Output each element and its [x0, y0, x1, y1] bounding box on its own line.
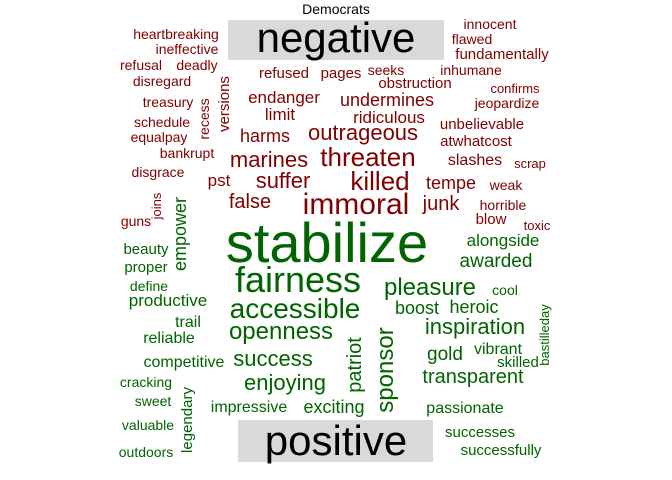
negative-word-pst: pst	[208, 171, 231, 190]
positive-word-productive: productive	[129, 291, 207, 310]
chart-title: Democrats	[302, 1, 370, 17]
negative-word-ineffective: ineffective	[156, 41, 219, 57]
negative-word-false: false	[229, 191, 271, 213]
positive-word-pleasure: pleasure	[384, 274, 476, 301]
negative-word-immoral: immoral	[303, 188, 410, 221]
positive-word-reliable: reliable	[143, 330, 195, 347]
negative-word-innocent: innocent	[464, 16, 517, 32]
negative-word-refused: refused	[259, 65, 309, 82]
negative-word-seeks: seeks	[368, 62, 405, 78]
negative-word-endanger: endanger	[248, 88, 320, 107]
negative-word-joins: joins	[149, 192, 164, 220]
positive-word-beauty: beauty	[123, 241, 169, 258]
negative-word-guns: guns	[121, 213, 151, 229]
negative-word-refusal: refusal	[120, 57, 162, 73]
negative-word-confirms: confirms	[490, 81, 540, 96]
negative-word-marines: marines	[230, 147, 308, 172]
positive-group-label: positive	[265, 417, 407, 464]
negative-word-jeopardize: jeopardize	[474, 95, 540, 111]
positive-word-openness: openness	[229, 318, 333, 345]
negative-label-box	[228, 20, 444, 60]
positive-word-successfully: successfully	[461, 442, 542, 459]
negative-word-fundamentally: fundamentally	[455, 46, 549, 63]
positive-word-proper: proper	[124, 259, 167, 276]
positive-word-accessible: accessible	[230, 293, 361, 324]
negative-word-scrap: scrap	[514, 156, 546, 171]
positive-word-heroic: heroic	[449, 297, 498, 317]
positive-word-valuable: valuable	[122, 417, 174, 433]
negative-word-bankrupt: bankrupt	[160, 145, 215, 161]
positive-word-sweet: sweet	[135, 393, 172, 409]
negative-word-threaten: threaten	[320, 142, 415, 172]
negative-word-atwhatcost: atwhatcost	[440, 133, 513, 150]
negative-word-horrible: horrible	[480, 197, 527, 213]
negative-word-recess: recess	[196, 98, 212, 139]
positive-word-inspiration: inspiration	[425, 314, 525, 339]
negative-word-equalpay: equalpay	[131, 129, 188, 145]
positive-word-empower: empower	[170, 197, 190, 271]
negative-word-blow: blow	[476, 211, 507, 228]
positive-word-stabilize: stabilize	[226, 211, 428, 274]
negative-word-ridiculous: ridiculous	[353, 108, 425, 127]
positive-word-legendary: legendary	[179, 387, 196, 453]
positive-word-competitive: competitive	[144, 354, 225, 371]
negative-word-inhumane: inhumane	[440, 62, 502, 78]
positive-label-box	[238, 420, 433, 462]
negative-word-heartbreaking: heartbreaking	[133, 26, 219, 42]
positive-word-sponsor: sponsor	[372, 327, 399, 412]
negative-word-tempe: tempe	[426, 173, 476, 193]
negative-word-undermines: undermines	[340, 90, 434, 110]
positive-word-alongside: alongside	[467, 231, 540, 250]
positive-word-cool: cool	[492, 282, 518, 298]
negative-word-versions: versions	[216, 76, 233, 132]
negative-word-slashes: slashes	[448, 152, 502, 169]
positive-word-success: success	[233, 346, 312, 371]
positive-word-boost: boost	[395, 298, 439, 318]
negative-word-toxic: toxic	[524, 218, 551, 233]
negative-word-outrageous: outrageous	[308, 120, 418, 145]
negative-word-suffer: suffer	[256, 168, 311, 193]
negative-word-deadly: deadly	[176, 57, 217, 73]
positive-word-bastilleday: bastilleday	[537, 304, 552, 366]
positive-word-skilled: skilled	[497, 354, 539, 371]
positive-word-successes: successes	[445, 424, 515, 441]
negative-word-weak: weak	[489, 177, 524, 193]
negative-word-limit: limit	[265, 105, 295, 124]
negative-word-harms: harms	[240, 126, 290, 146]
positive-word-exciting: exciting	[303, 397, 364, 417]
positive-word-patriot: patriot	[344, 337, 366, 393]
positive-word-impressive: impressive	[211, 399, 288, 416]
negative-word-disregard: disregard	[133, 73, 191, 89]
negative-group-label: negative	[257, 14, 416, 61]
positive-word-cracking: cracking	[120, 374, 172, 390]
negative-word-junk: junk	[422, 193, 461, 215]
negative-word-obstruction: obstruction	[378, 75, 451, 92]
negative-word-killed: killed	[350, 166, 409, 196]
negative-word-disgrace: disgrace	[132, 164, 185, 180]
negative-word-pages: pages	[321, 65, 362, 82]
positive-word-outdoors: outdoors	[119, 444, 173, 460]
negative-word-flawed: flawed	[452, 31, 492, 47]
positive-word-define: define	[130, 278, 168, 294]
positive-word-gold: gold	[427, 344, 463, 365]
positive-word-transparent: transparent	[422, 366, 524, 388]
positive-word-fairness: fairness	[235, 259, 361, 300]
positive-word-vibrant: vibrant	[474, 341, 523, 358]
positive-word-trail: trail	[175, 314, 201, 331]
negative-word-treasury: treasury	[143, 94, 194, 110]
positive-word-passionate: passionate	[426, 400, 503, 417]
positive-word-enjoying: enjoying	[244, 370, 326, 395]
positive-word-awarded: awarded	[460, 251, 533, 272]
negative-word-schedule: schedule	[134, 114, 190, 130]
negative-word-unbelievable: unbelievable	[440, 116, 524, 133]
